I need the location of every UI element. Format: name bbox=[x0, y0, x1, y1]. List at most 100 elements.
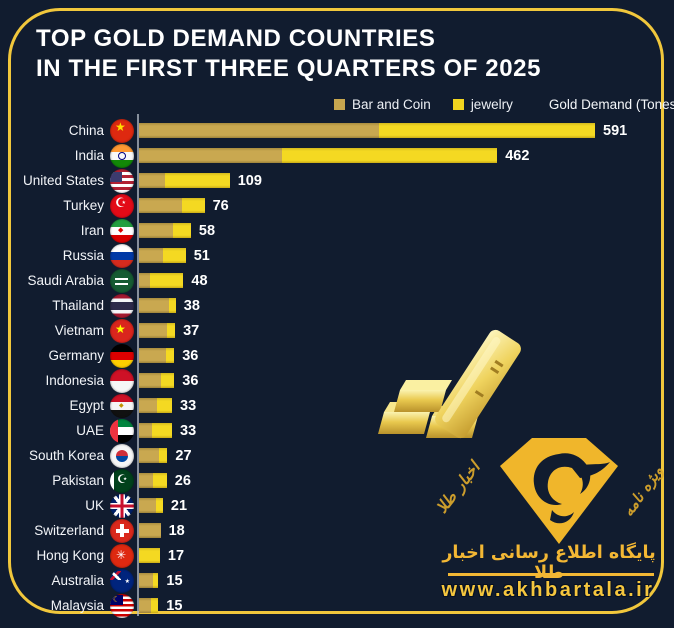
table-row: Turkey 76 bbox=[0, 193, 674, 218]
table-row: Thailand 38 bbox=[0, 293, 674, 318]
value-label: 48 bbox=[191, 272, 208, 289]
bar-segment-jewelry bbox=[139, 548, 160, 563]
value-label: 26 bbox=[174, 472, 191, 489]
bar-segment-jewelry bbox=[159, 448, 168, 463]
country-label: Hong Kong bbox=[36, 548, 104, 563]
flag-australia-icon bbox=[110, 568, 134, 593]
bar-segment-bar-and-coin bbox=[139, 173, 165, 188]
bar-track bbox=[139, 373, 175, 388]
stamp-caption: پایگاه اطلاع رسانی اخبار طلا bbox=[442, 543, 656, 583]
jewelry-swatch-icon bbox=[452, 99, 464, 110]
bar-segment-bar-and-coin bbox=[139, 323, 168, 338]
country-label: UK bbox=[85, 498, 104, 513]
bar-track bbox=[139, 423, 172, 438]
table-row: UAE 33 bbox=[0, 418, 674, 443]
flag-uk-icon bbox=[110, 493, 134, 518]
bar-track bbox=[139, 523, 161, 538]
legend-jewelry-label: jewelry bbox=[470, 97, 513, 112]
bar-segment-jewelry bbox=[167, 323, 176, 338]
table-row: Vietnam 37 bbox=[0, 318, 674, 343]
flag-south-korea-icon bbox=[110, 443, 134, 468]
country-label: Switzerland bbox=[34, 523, 104, 538]
value-label: 462 bbox=[505, 147, 530, 164]
country-label: United States bbox=[22, 173, 104, 188]
country-label: Indonesia bbox=[45, 373, 104, 388]
table-row: Indonesia 36 bbox=[0, 368, 674, 393]
country-label: China bbox=[68, 123, 104, 138]
bar-segment-bar-and-coin bbox=[139, 473, 153, 488]
flag-united-states-icon bbox=[110, 168, 134, 193]
value-label: 58 bbox=[198, 222, 216, 239]
bar-segment-bar-and-coin bbox=[139, 523, 161, 538]
bar-segment-jewelry bbox=[150, 273, 184, 288]
flag-hong-kong-icon bbox=[110, 543, 134, 568]
legend-bar-and-coin-label: Bar and Coin bbox=[352, 97, 431, 112]
bar-segment-jewelry bbox=[150, 598, 159, 613]
bar-and-coin-swatch-icon bbox=[334, 99, 345, 110]
table-row: UK 21 bbox=[0, 493, 674, 518]
akhbartala-eagle-logo bbox=[500, 438, 618, 544]
value-label: 15 bbox=[166, 572, 183, 589]
table-row: Saudi Arabia 48 bbox=[0, 268, 674, 293]
value-label: 33 bbox=[180, 422, 197, 439]
flag-pakistan-icon bbox=[110, 468, 134, 493]
bar-segment-bar-and-coin bbox=[139, 598, 151, 613]
bar-track bbox=[139, 448, 168, 463]
bar-track bbox=[139, 123, 595, 138]
bar-track bbox=[139, 548, 160, 563]
stamp-underline bbox=[448, 573, 654, 576]
bar-track bbox=[139, 323, 176, 338]
bar-track bbox=[139, 198, 205, 213]
bar-segment-jewelry bbox=[153, 573, 159, 588]
flag-malaysia-icon bbox=[110, 593, 134, 618]
bar-segment-jewelry bbox=[173, 223, 191, 238]
flag-uae-icon bbox=[110, 418, 134, 443]
bar-segment-jewelry bbox=[162, 248, 186, 263]
bar-segment-bar-and-coin bbox=[139, 448, 159, 463]
country-label: Egypt bbox=[69, 398, 104, 413]
table-row: Russia 51 bbox=[0, 243, 674, 268]
value-label: 18 bbox=[168, 522, 185, 539]
website-url[interactable]: www.akhbartala.ir bbox=[441, 579, 655, 601]
bar-segment-bar-and-coin bbox=[139, 273, 151, 288]
bar-segment-bar-and-coin bbox=[139, 223, 173, 238]
bar-track bbox=[139, 173, 230, 188]
country-label: Russia bbox=[62, 248, 104, 263]
country-label: Australia bbox=[51, 573, 104, 588]
value-label: 38 bbox=[183, 297, 200, 314]
table-row: Hong Kong 17 bbox=[0, 543, 674, 568]
bar-segment-jewelry bbox=[379, 123, 595, 138]
flag-vietnam-icon bbox=[110, 318, 134, 343]
country-label: India bbox=[74, 148, 104, 163]
table-row: India 462 bbox=[0, 143, 674, 168]
bar-segment-jewelry bbox=[182, 198, 205, 213]
table-row: Malaysia 15 bbox=[0, 593, 674, 618]
flag-india-icon bbox=[110, 143, 134, 168]
value-label: 36 bbox=[182, 372, 199, 389]
value-label: 591 bbox=[603, 122, 628, 139]
table-row: Pakistan 26 bbox=[0, 468, 674, 493]
value-label: 27 bbox=[175, 447, 192, 464]
table-row: Iran 58 bbox=[0, 218, 674, 243]
bar-track bbox=[139, 298, 176, 313]
gold-bars-image bbox=[378, 329, 521, 439]
country-label: Pakistan bbox=[52, 473, 104, 488]
bar-segment-bar-and-coin bbox=[139, 423, 152, 438]
bar-segment-jewelry bbox=[281, 148, 498, 163]
flag-indonesia-icon bbox=[110, 368, 134, 393]
bar-segment-jewelry bbox=[160, 373, 175, 388]
country-label: Turkey bbox=[63, 198, 104, 213]
value-label: 17 bbox=[167, 547, 185, 564]
country-label: Vietnam bbox=[54, 323, 104, 338]
bar-segment-jewelry bbox=[157, 398, 172, 413]
value-label: 51 bbox=[193, 247, 210, 264]
bar-segment-jewelry bbox=[152, 423, 172, 438]
bar-track bbox=[139, 573, 159, 588]
country-label: Germany bbox=[48, 348, 104, 363]
bar-segment-jewelry bbox=[166, 348, 175, 363]
table-row: Egypt 33 bbox=[0, 393, 674, 418]
flag-russia-icon bbox=[110, 243, 134, 268]
bar-track bbox=[139, 223, 191, 238]
country-label: UAE bbox=[76, 423, 104, 438]
bar-track bbox=[139, 473, 167, 488]
